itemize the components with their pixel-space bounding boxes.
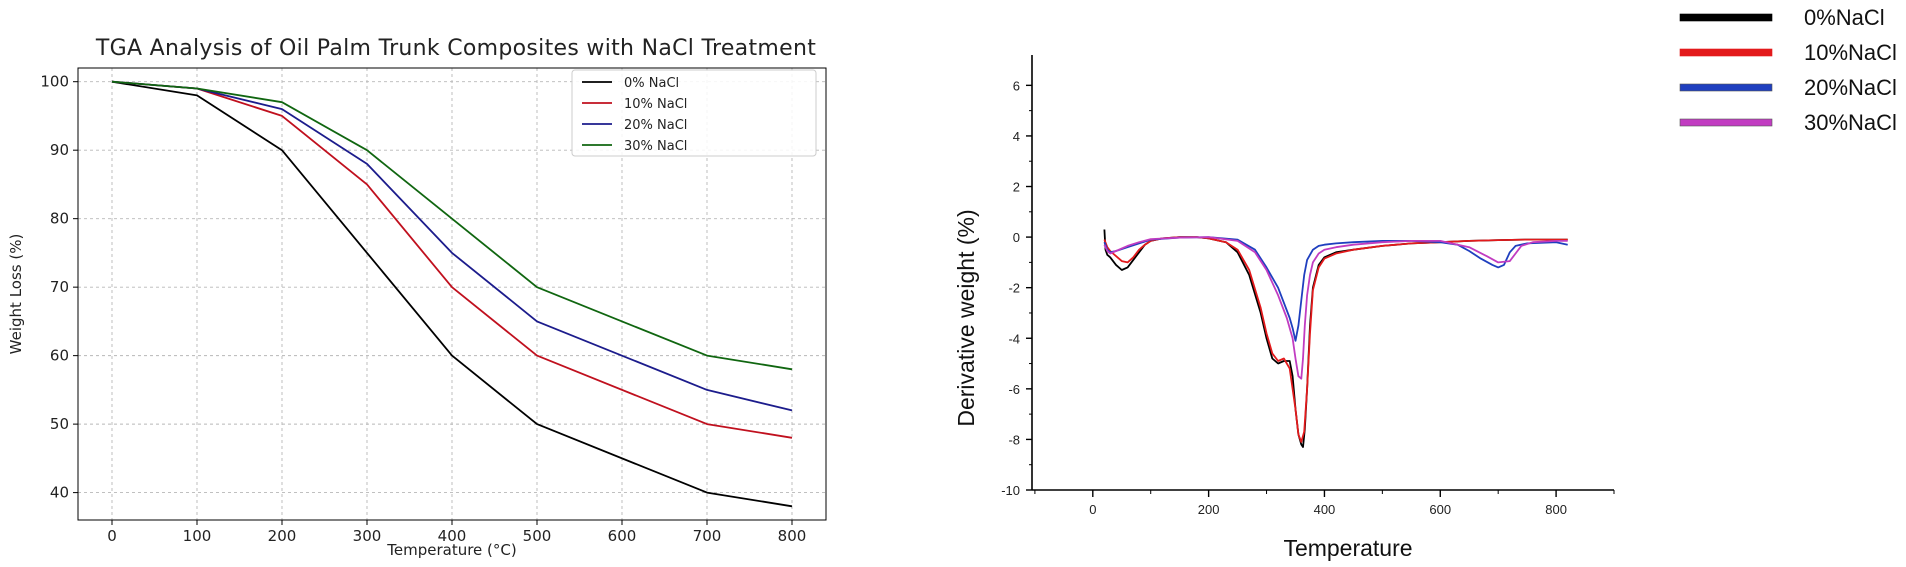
series-line-10-nacl <box>111 80 793 439</box>
legend-swatch <box>1679 48 1773 57</box>
series-line-30-nacl <box>111 80 793 371</box>
y-tick-label: -2 <box>1008 281 1020 296</box>
x-tick-label: 100 <box>183 527 212 545</box>
y-tick-label: 60 <box>50 347 69 365</box>
series-lines <box>111 80 793 508</box>
series-line-20-nacl <box>111 80 793 412</box>
axis-ticks: 0 100 200 300 400 500 600 700 800 40 50 60 70 80 90 100 <box>40 73 806 545</box>
axis-ticks: -10 -8 -6 -4 -2 0 2 4 6 0 200 400 600 800 <box>1001 78 1615 517</box>
legend-label: 0% NaCl <box>624 76 679 91</box>
x-tick-label: 600 <box>608 527 637 545</box>
y-tick-label: -4 <box>1008 331 1020 346</box>
series-line-10-nacl <box>1103 236 1568 443</box>
y-tick-label: 70 <box>50 278 69 296</box>
series-lines <box>1103 229 1568 448</box>
x-tick-label: 500 <box>523 527 552 545</box>
x-tick-label: 400 <box>438 527 467 545</box>
y-tick-label: 6 <box>1013 78 1020 93</box>
x-tick-label: 400 <box>1314 502 1336 517</box>
y-tick-label: -6 <box>1008 382 1020 397</box>
dtg-chart: -10 -8 -6 -4 -2 0 2 4 6 0 200 400 600 800 Temperature… <box>953 5 1897 561</box>
x-tick-label: 0 <box>107 527 117 545</box>
y-tick-label: 100 <box>40 73 69 91</box>
x-tick-label: 800 <box>778 527 807 545</box>
legend-swatch <box>1679 13 1773 22</box>
x-axis-label: Temperature (°C) <box>386 541 516 559</box>
x-tick-label: 800 <box>1545 502 1567 517</box>
x-tick-label: 300 <box>353 527 382 545</box>
x-tick-label: 600 <box>1429 502 1451 517</box>
tga-chart: TGA Analysis of Oil Palm Trunk Composite… <box>7 36 827 559</box>
legend-label: 10%NaCl <box>1804 40 1897 65</box>
y-tick-label: 0 <box>1013 230 1020 245</box>
y-tick-label: 40 <box>50 484 69 502</box>
chart-title: TGA Analysis of Oil Palm Trunk Composite… <box>95 36 816 61</box>
y-axis-label: Weight Loss (%) <box>7 234 25 355</box>
legend-label: 30%NaCl <box>1804 110 1897 135</box>
y-tick-label: -8 <box>1008 432 1020 447</box>
legend-label: 20%NaCl <box>1804 75 1897 100</box>
legend: 0%NaCl 10%NaCl 20%NaCl 30%NaCl <box>1679 5 1897 135</box>
legend-label: 20% NaCl <box>624 118 687 133</box>
legend-label: 30% NaCl <box>624 139 687 154</box>
series-line-0-nacl <box>111 80 793 508</box>
x-tick-label: 200 <box>268 527 297 545</box>
legend-label: 10% NaCl <box>624 97 687 112</box>
y-tick-label: 50 <box>50 415 69 433</box>
y-tick-label: 90 <box>50 141 69 159</box>
x-axis-label: Temperature <box>1283 535 1412 561</box>
legend-label: 0%NaCl <box>1804 5 1885 30</box>
x-tick-label: 700 <box>693 527 722 545</box>
axes <box>1031 55 1614 491</box>
x-tick-label: 200 <box>1198 502 1220 517</box>
legend-box <box>571 69 817 157</box>
y-tick-label: -10 <box>1001 483 1020 498</box>
y-tick-label: 4 <box>1013 129 1020 144</box>
legend-swatch <box>1679 83 1773 92</box>
y-tick-label: 80 <box>50 210 69 228</box>
legend: 0% NaCl 10% NaCl 20% NaCl 30% NaCl <box>571 69 817 157</box>
series-line-30-nacl <box>1103 236 1568 380</box>
x-tick-label: 0 <box>1089 502 1096 517</box>
legend-swatch <box>1679 118 1773 127</box>
y-tick-label: 2 <box>1013 180 1020 195</box>
y-axis-label: Derivative weight (%) <box>953 209 979 426</box>
